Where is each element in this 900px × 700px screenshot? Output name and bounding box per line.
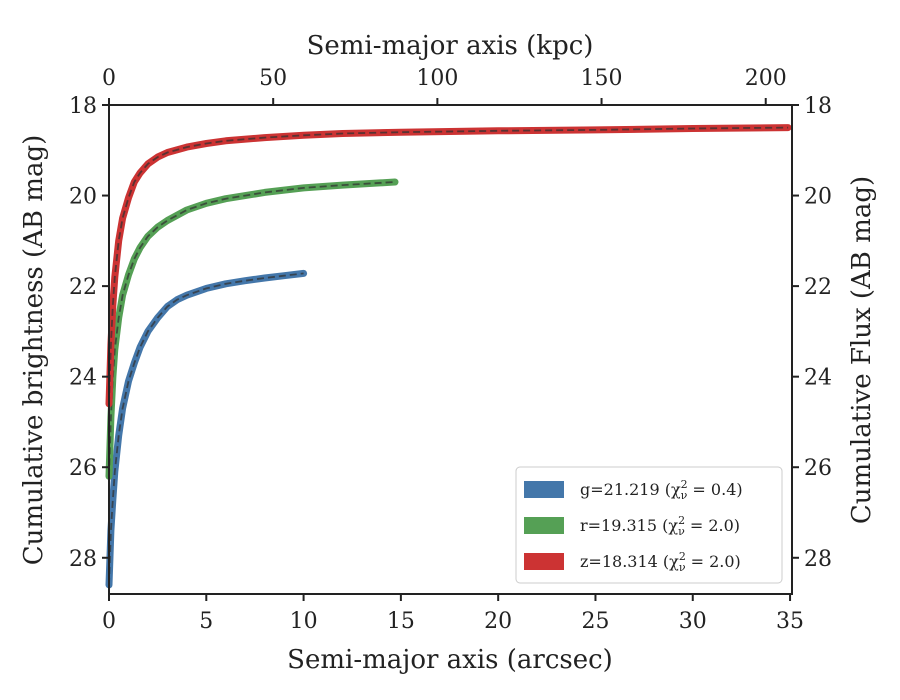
x2-tick-label: 0 [102,66,116,91]
legend-label: r=19.315 (χ2 ν = 2.0) [580,514,740,538]
y2-tick-label: 26 [804,456,832,481]
x-tick-label: 10 [290,609,318,634]
x2-axis-title: Semi-major axis (kpc) [307,31,594,61]
series-model-line-2 [108,126,789,404]
legend-swatch [524,481,564,498]
series-model-line-1 [108,181,396,477]
legend-label: z=18.314 (χ2 ν = 2.0) [580,550,741,574]
y2-tick-label: 22 [804,275,832,300]
x-tick-label: 20 [484,609,512,634]
x-axis-title: Semi-major axis (arcsec) [287,645,613,675]
y-axis-title: Cumulative brightness (AB mag) [19,135,49,566]
x2-tick-label: 200 [745,66,787,91]
x-tick-label: 0 [102,609,116,634]
y2-tick-label: 24 [804,366,832,391]
y-tick-label: 24 [69,366,97,391]
plot-frame [108,104,793,595]
x-tick-label: 25 [581,609,609,634]
y-tick-label: 18 [69,94,97,119]
x2-tick-label: 50 [259,66,287,91]
legend-swatch [524,517,564,534]
series-layer [105,124,792,589]
y-tick-label: 20 [69,185,97,210]
x-tick-label: 5 [199,609,213,634]
x-tick-label: 35 [776,609,804,634]
x2-tick-label: 150 [581,66,623,91]
y2-tick-label: 20 [804,185,832,210]
x-tick-label: 15 [387,609,415,634]
y2-tick-label: 18 [804,94,832,119]
y2-tick-label: 28 [804,547,832,572]
x-tick-label: 30 [679,609,707,634]
y-tick-label: 22 [69,275,97,300]
series-model-line-0 [108,272,304,585]
y-tick-label: 28 [69,547,97,572]
legend-box [515,466,783,584]
legend-swatch [524,553,564,570]
series-band-2 [105,124,792,408]
legend-label: g=21.219 (χ2 ν = 0.4) [580,478,743,502]
ticks-layer: 0 5 10 15 20 25 30 35 0 50 100 150 200 18 20 22 24 26 28 18… [69,66,832,634]
series-band-0 [105,269,308,589]
y2-axis-title: Cumulative Flux (AB mag) [847,176,877,524]
legend: g=21.219 (χ2 ν = 0.4) r=19.315 (χ2 ν = 2.0)… [515,466,783,584]
y-tick-label: 26 [69,456,97,481]
x2-tick-label: 100 [416,66,458,91]
